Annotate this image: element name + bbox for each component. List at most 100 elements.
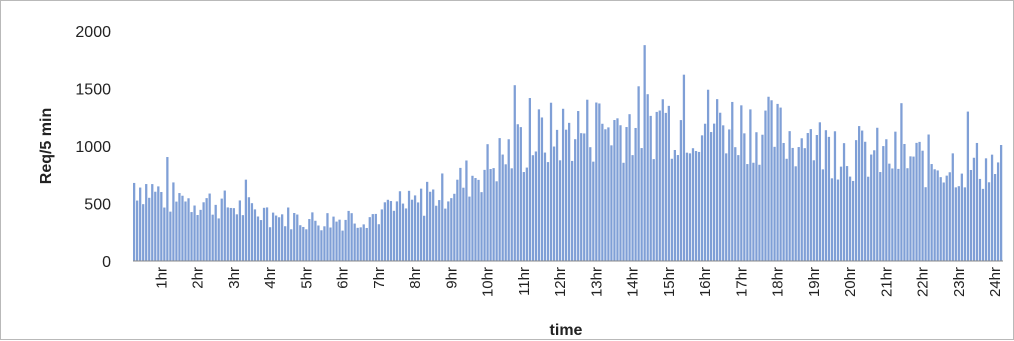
bar xyxy=(341,230,344,261)
bar xyxy=(761,134,764,261)
bar xyxy=(927,134,930,261)
bar xyxy=(592,161,595,261)
x-tick-label: 23hr xyxy=(951,267,968,297)
bar xyxy=(924,187,927,261)
bar xyxy=(407,190,411,261)
bar xyxy=(148,197,151,261)
bar xyxy=(634,127,637,261)
bar xyxy=(800,138,803,261)
bar xyxy=(891,168,894,261)
bar xyxy=(888,163,891,261)
bar xyxy=(314,220,317,261)
bar xyxy=(250,203,254,261)
bar xyxy=(984,158,988,261)
x-tick-label: 6hr xyxy=(335,267,352,289)
bar xyxy=(208,193,211,261)
bar xyxy=(900,103,903,262)
bar xyxy=(906,168,909,261)
bar xyxy=(169,211,172,261)
bar xyxy=(163,207,166,261)
bar xyxy=(305,229,308,261)
bar xyxy=(444,208,447,261)
bar xyxy=(933,169,936,261)
bar xyxy=(957,186,960,261)
bar xyxy=(643,45,646,261)
bar xyxy=(154,191,157,261)
bar xyxy=(447,201,450,261)
bar xyxy=(429,191,432,261)
bar xyxy=(616,118,619,261)
bar xyxy=(740,105,743,261)
bar xyxy=(833,131,837,261)
bar xyxy=(773,146,776,261)
y-tick-label: 1000 xyxy=(75,139,111,156)
bar xyxy=(571,160,574,261)
bar xyxy=(519,127,522,261)
x-tick-label: 17hr xyxy=(733,267,750,297)
bar xyxy=(954,187,957,261)
bar xyxy=(133,182,136,261)
bar xyxy=(885,139,888,261)
bar xyxy=(803,148,806,261)
bar xyxy=(975,142,979,261)
bar xyxy=(649,115,652,261)
bar xyxy=(498,138,501,261)
bar xyxy=(462,187,465,261)
bar xyxy=(628,114,631,262)
bar xyxy=(142,204,145,261)
bar xyxy=(785,158,788,261)
x-tick-label: 15hr xyxy=(661,267,678,297)
bar xyxy=(706,89,710,261)
y-axis-ticks: 0 500 1000 1500 2000 xyxy=(75,24,111,271)
bar xyxy=(353,223,356,261)
bar xyxy=(371,214,374,261)
bar xyxy=(450,198,453,261)
bar xyxy=(752,162,755,261)
bar xyxy=(181,195,184,261)
bar xyxy=(178,193,181,261)
bar xyxy=(797,147,800,261)
bar xyxy=(386,199,390,261)
bar xyxy=(577,111,580,261)
bar xyxy=(586,99,589,262)
bar xyxy=(858,126,861,261)
bar xyxy=(613,120,616,262)
bar xyxy=(703,123,707,261)
bar xyxy=(374,213,377,261)
bar xyxy=(631,155,634,261)
x-tick-label: 21hr xyxy=(878,267,895,297)
bar xyxy=(619,125,622,261)
bar xyxy=(438,200,441,261)
x-axis-title: time xyxy=(550,322,583,339)
bar xyxy=(220,198,223,261)
bar xyxy=(187,198,190,261)
bar xyxy=(199,209,202,261)
bar xyxy=(664,112,667,261)
bar xyxy=(311,212,314,261)
bar xyxy=(344,219,347,261)
bar xyxy=(673,149,676,261)
bar xyxy=(483,169,486,261)
bar xyxy=(537,109,541,261)
bar xyxy=(317,225,320,261)
bar xyxy=(471,175,474,261)
bar xyxy=(764,110,767,261)
bar xyxy=(879,172,882,261)
bars xyxy=(133,45,1003,262)
bar xyxy=(265,207,269,261)
x-tick-label: 20hr xyxy=(842,267,859,297)
bar xyxy=(960,173,963,261)
bar xyxy=(184,201,187,261)
bar xyxy=(806,133,809,261)
bar xyxy=(969,169,973,261)
bar xyxy=(713,123,716,262)
bar xyxy=(951,153,954,261)
bar xyxy=(365,227,368,261)
bar xyxy=(377,224,380,261)
bar xyxy=(990,154,994,261)
bar xyxy=(972,157,976,261)
bar xyxy=(335,221,338,261)
y-tick-label: 0 xyxy=(102,254,111,271)
bar xyxy=(685,152,689,261)
